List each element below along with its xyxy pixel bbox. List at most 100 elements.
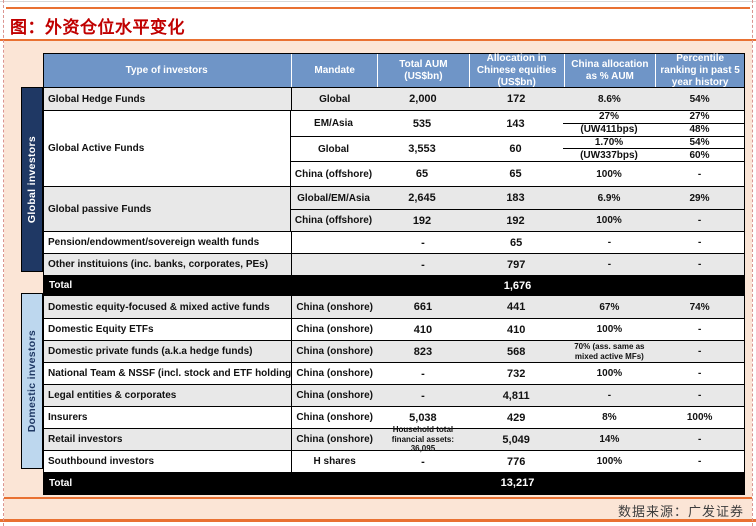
cell-percentile: - [697, 237, 702, 248]
cell-type: Legal entities & corporates [48, 390, 177, 401]
header-mandate: Mandate [291, 54, 377, 87]
cell-allocation: 776 [506, 455, 526, 468]
cell-allocation: 172 [506, 93, 526, 105]
cell-china-pct: 100% [596, 168, 622, 180]
cell-aum: 535 [412, 117, 432, 130]
header-allocation: Allocation in Chinese equities (US$bn) [468, 53, 564, 88]
cell-allocation: 60 [509, 143, 522, 155]
row-southbound-investors: Southbound investors H shares - 776 100%… [44, 450, 744, 472]
group-label-domestic-text: Domestic investors [26, 329, 38, 433]
cell-aum: 5,038 [409, 411, 437, 424]
row-pension-endowment-swf: Pension/endowment/sovereign wealth funds… [44, 231, 744, 253]
row-global-total: Total 1,676 [44, 275, 744, 296]
cell-aum: 410 [413, 323, 433, 336]
table-body: Type of investors Mandate Total AUM (US$… [43, 53, 745, 495]
cell-percentile: - [697, 324, 702, 335]
cell-aum: 661 [413, 301, 433, 313]
group-label-domestic-investors: Domestic investors [21, 293, 43, 469]
cell-aum-note: Household total financial assets: 36,095 [391, 425, 455, 454]
header-aum: Total AUM (US$bn) [377, 54, 469, 87]
cell-mandate: China (onshore) [291, 385, 377, 406]
cell-allocation: 4,811 [502, 389, 530, 402]
cell-mandate: China (onshore) [291, 296, 377, 318]
header-type: Type of investors [125, 64, 208, 76]
cell-mandate [291, 254, 377, 275]
cell-type: Retail investors [48, 434, 123, 445]
cell-china-pct: - [607, 390, 612, 401]
cell-aum: - [421, 455, 425, 468]
bottom-orange-rule [0, 519, 756, 522]
cell-aum: 2,645 [408, 192, 436, 204]
cell-china-pct-top: 1.70% [563, 137, 655, 149]
row-group-global-active-funds: Global Active Funds EM/Asia 535 143 27% … [44, 110, 744, 186]
cell-allocation: 65 [509, 168, 522, 180]
cell-percentile: - [697, 215, 702, 226]
cell-percentile: 74% [689, 301, 710, 313]
cell-mandate: Global/EM/Asia [290, 187, 376, 209]
cell-percentile-top: 27% [655, 111, 744, 124]
cell-type: Other instituions (inc. banks, corporate… [48, 259, 269, 270]
cell-percentile: - [697, 346, 702, 357]
group-label-global-text: Global investors [26, 135, 38, 224]
cell-type: Southbound investors [48, 456, 155, 467]
cell-allocation: 192 [506, 214, 525, 227]
cell-mandate: China (onshore) [291, 363, 377, 384]
cell-china-pct-split: 1.70% (UW337bps) [563, 137, 655, 161]
cell-percentile: - [697, 390, 702, 401]
cell-percentile-top: 54% [655, 137, 744, 149]
cell-aum: - [421, 389, 425, 402]
cell-mandate: Global [290, 137, 376, 161]
cell-china-pct-top: 27% [563, 111, 655, 124]
cell-type: Domestic equity-focused & mixed active f… [48, 301, 270, 313]
cell-aum: - [421, 236, 425, 249]
row-retail-investors: Retail investors China (onshore) Househo… [44, 425, 744, 454]
subrow-china-offshore: China (offshore) 192 192 100% - [290, 209, 744, 231]
cell-type: Global Active Funds [48, 143, 145, 154]
cell-percentile-split: 54% 60% [655, 137, 744, 161]
title-underline-rule [0, 39, 756, 41]
cell-type: Global Hedge Funds [48, 93, 146, 105]
cell-percentile-bottom: 60% [689, 149, 710, 161]
cell-mandate: China (onshore) [291, 319, 377, 340]
cell-china-pct-note: 70% (ass. same as mixed active MFs) [574, 341, 645, 361]
cell-china-pct: - [607, 259, 612, 270]
cell-allocation: 65 [510, 236, 523, 249]
cell-percentile: 54% [689, 93, 710, 105]
row-domestic-total: Total 13,217 [44, 472, 744, 494]
cell-aum: 65 [415, 168, 429, 180]
left-dashed-border [3, 0, 4, 526]
total-label: Total [49, 477, 73, 489]
cell-allocation: 732 [506, 367, 526, 380]
cell-aum: 192 [412, 214, 432, 227]
total-label: Total [49, 280, 73, 291]
investors-table: Global investors Domestic investors Type… [21, 53, 745, 495]
subrow-em-asia: EM/Asia 535 143 27% (UW411bps) 27% 48% [290, 111, 744, 136]
cell-china-pct: 67% [599, 301, 620, 313]
header-china-allocation-pct: China allocation as % AUM [563, 54, 656, 87]
cell-mandate: China (offshore) [290, 162, 376, 186]
cell-type: Global passive Funds [48, 203, 152, 215]
total-allocation-value: 13,217 [500, 477, 535, 489]
cell-percentile: - [697, 434, 702, 445]
cell-mandate: Global [291, 88, 377, 110]
row-national-team-nssf: National Team & NSSF (incl. stock and ET… [44, 362, 744, 384]
cell-mandate: China (onshore) [291, 429, 377, 450]
cell-percentile: - [697, 456, 702, 467]
cell-percentile: - [697, 168, 702, 180]
cell-allocation: 441 [506, 301, 526, 313]
cell-china-pct: 14% [599, 434, 620, 445]
group-label-global-investors: Global investors [21, 87, 43, 272]
cell-type: Domestic private funds (a.k.a hedge fund… [48, 346, 253, 357]
cell-china-pct: 100% [596, 324, 623, 335]
right-dashed-border [752, 0, 753, 526]
subrow-china-offshore: China (offshore) 65 65 100% - [290, 161, 744, 186]
cell-china-pct: - [607, 237, 612, 248]
row-domestic-equity-etfs: Domestic Equity ETFs China (onshore) 410… [44, 318, 744, 340]
cell-mandate: China (onshore) [291, 341, 377, 362]
total-allocation-value: 1,676 [503, 279, 532, 292]
cell-aum: - [421, 367, 425, 380]
cell-china-pct-bottom: (UW337bps) [580, 149, 638, 161]
cell-percentile: 29% [689, 192, 710, 204]
cell-allocation: 143 [506, 117, 525, 130]
